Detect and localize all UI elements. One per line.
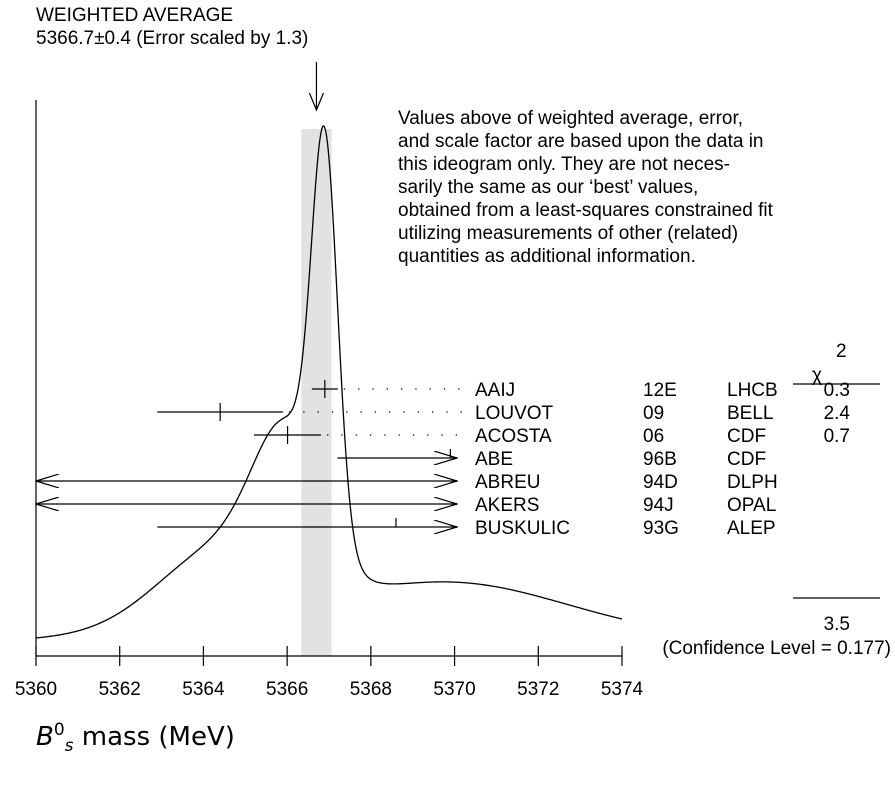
row-experiment-abe: CDF: [727, 449, 766, 470]
row-chi2-aaij: 0.3: [824, 380, 850, 401]
row-author-abe: ABE: [475, 449, 513, 470]
chi2-header: χ: [812, 365, 822, 386]
row-author-louvot: LOUVOT: [475, 403, 554, 424]
row-chi2-louvot: 2.4: [824, 403, 851, 424]
note-line-7: quantities as additional information.: [398, 246, 696, 267]
axes-layer: 5360 5362 5364 5366 5368 5370 5372 5374: [15, 100, 644, 700]
note-line-3: this ideogram only. They are not neces-: [398, 154, 730, 175]
row-experiment-abreu: DLPH: [727, 472, 778, 493]
row-author-akers: AKERS: [475, 495, 539, 516]
x-axis-subscript: s: [64, 736, 74, 756]
note-line-1: Values above of weighted average, error,: [398, 108, 744, 129]
x-tick-label-7: 5374: [601, 679, 644, 700]
row-year-abe: 96B: [643, 449, 677, 470]
confidence-level: (Confidence Level = 0.177): [662, 638, 891, 659]
chi2-total: 3.5: [824, 614, 850, 635]
row-year-louvot: 09: [643, 403, 664, 424]
row-year-buskulic: 93G: [643, 518, 679, 539]
chart-title: WEIGHTED AVERAGE: [36, 5, 234, 26]
x-axis-text: mass (MeV): [81, 722, 235, 752]
row-experiment-buskulic: ALEP: [727, 518, 776, 539]
note-line-5: obtained from a least-squares constraine…: [398, 200, 773, 221]
row-author-abreu: ABREU: [475, 472, 540, 493]
average-band-layer: [301, 62, 332, 656]
row-experiment-aaij: LHCB: [727, 380, 778, 401]
row-experiment-akers: OPAL: [727, 495, 776, 516]
x-tick-label-4: 5368: [350, 679, 392, 700]
x-tick-label-1: 5362: [99, 679, 141, 700]
note-line-2: and scale factor are based upon the data…: [398, 131, 764, 152]
x-tick-label-0: 5360: [15, 679, 57, 700]
note-line-6: utilizing measurements of other (related…: [398, 223, 739, 244]
row-year-aaij: 12E: [643, 380, 677, 401]
average-label: 5366.7±0.4 (Error scaled by 1.3): [36, 28, 309, 49]
ideogram-curve: [35, 125, 623, 639]
row-year-akers: 94J: [643, 495, 674, 516]
measurement-table: AAIJ 12E LHCB 0.3 LOUVOT 09 BELL 2.4 ACOSTA 06 CDF…: [475, 341, 891, 659]
row-experiment-acosta: CDF: [727, 426, 766, 447]
chi2-header-power: 2: [836, 341, 847, 362]
x-tick-label-6: 5372: [517, 679, 559, 700]
row-author-aaij: AAIJ: [475, 380, 515, 401]
chart-title-block: WEIGHTED AVERAGE 5366.7±0.4 (Error scale…: [36, 4, 308, 50]
row-author-acosta: ACOSTA: [475, 426, 552, 447]
row-year-abreu: 94D: [643, 472, 678, 493]
note-line-4: sarily the same as our ‘best’ values,: [398, 177, 699, 198]
ideogram-curve-layer: [35, 125, 623, 639]
x-tick-label-3: 5366: [266, 679, 308, 700]
x-axis-superscript: 0: [53, 720, 65, 740]
ideogram-note: Values above of weighted average, error,…: [398, 107, 893, 268]
x-axis-label: B0s mass (MeV): [36, 720, 235, 756]
measurements-layer: [36, 380, 469, 527]
row-year-acosta: 06: [643, 426, 664, 447]
row-chi2-acosta: 0.7: [824, 426, 850, 447]
x-tick-label-5: 5370: [433, 679, 475, 700]
average-band: [301, 129, 332, 656]
row-experiment-louvot: BELL: [727, 403, 773, 424]
average-arrow-head: [308, 92, 324, 112]
x-axis-symbol: B: [36, 722, 54, 752]
x-tick-label-2: 5364: [182, 679, 225, 700]
row-author-buskulic: BUSKULIC: [475, 518, 570, 539]
